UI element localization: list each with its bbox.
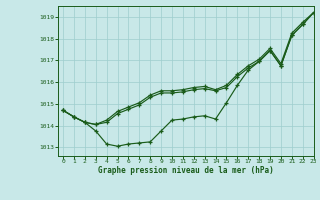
X-axis label: Graphe pression niveau de la mer (hPa): Graphe pression niveau de la mer (hPa): [98, 166, 274, 175]
